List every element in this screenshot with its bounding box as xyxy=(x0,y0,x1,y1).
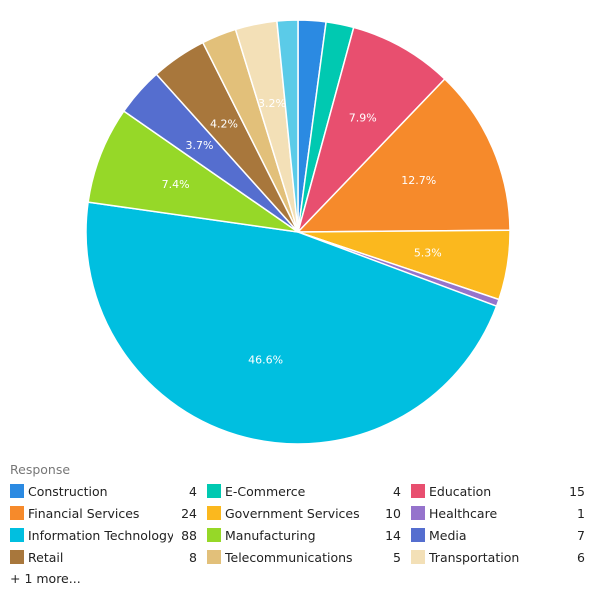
pie-slice[interactable] xyxy=(296,77,511,233)
legend-swatch xyxy=(10,506,24,520)
legend-item[interactable]: Manufacturing 14 xyxy=(207,527,407,543)
legend-label: Media xyxy=(429,527,467,543)
legend-swatch xyxy=(207,550,221,564)
legend-label: Construction xyxy=(28,483,108,499)
legend-swatch xyxy=(411,506,425,520)
legend-swatch xyxy=(207,506,221,520)
legend-item[interactable]: Construction 4 xyxy=(10,483,203,499)
pie-slice[interactable] xyxy=(85,201,498,445)
legend-label: Telecommunications xyxy=(225,549,353,565)
legend-count: 24 xyxy=(181,505,197,521)
legend-swatch xyxy=(207,484,221,498)
legend-swatch xyxy=(207,528,221,542)
legend-label: E-Commerce xyxy=(225,483,306,499)
legend-swatch xyxy=(10,484,24,498)
legend-label: Healthcare xyxy=(429,505,498,521)
legend-grid: Construction 4 E-Commerce 4 Education 15 Finan… xyxy=(10,483,590,565)
legend-count: 5 xyxy=(393,549,401,565)
legend-item[interactable]: Information Technology 88 xyxy=(10,527,203,543)
legend-item[interactable]: Financial Services 24 xyxy=(10,505,203,521)
legend-count: 14 xyxy=(385,527,401,543)
legend-count: 4 xyxy=(393,483,401,499)
slice-label: 3.7% xyxy=(185,139,213,152)
legend-item[interactable]: Education 15 xyxy=(411,483,591,499)
slice-label: 7.4% xyxy=(162,178,190,191)
legend: Response Construction 4 E-Commerce 4 Educati… xyxy=(10,462,590,586)
legend-swatch xyxy=(10,550,24,564)
legend-count: 4 xyxy=(189,483,197,499)
legend-count: 6 xyxy=(577,549,585,565)
pie-slice[interactable] xyxy=(87,110,299,233)
legend-count: 88 xyxy=(181,527,197,543)
slice-label: 7.9% xyxy=(349,112,377,125)
legend-label: Information Technology xyxy=(28,527,173,543)
legend-title: Response xyxy=(10,462,71,477)
slice-label: 12.7% xyxy=(401,174,436,187)
pie-chart: 7.9% 12.7% 5.3% 46.6% 7.4% 3.7% 4.2% 3.2% xyxy=(85,19,511,445)
legend-item[interactable]: Healthcare 1 xyxy=(411,505,591,521)
legend-item[interactable]: Media 7 xyxy=(411,527,591,543)
legend-label: Financial Services xyxy=(28,505,140,521)
slice-label: 3.2% xyxy=(258,97,286,110)
legend-item[interactable]: E-Commerce 4 xyxy=(207,483,407,499)
slice-label: 5.3% xyxy=(414,247,442,260)
legend-swatch xyxy=(10,528,24,542)
legend-label: Transportation xyxy=(429,549,520,565)
more-link[interactable]: + 1 more... xyxy=(10,571,81,586)
legend-item[interactable]: Government Services 10 xyxy=(207,505,407,521)
legend-label: Retail xyxy=(28,549,64,565)
pie-slice[interactable] xyxy=(297,26,446,233)
legend-label: Government Services xyxy=(225,505,360,521)
legend-item[interactable]: Telecommunications 5 xyxy=(207,549,407,565)
legend-item[interactable]: Transportation 6 xyxy=(411,549,591,565)
legend-swatch xyxy=(411,484,425,498)
legend-item[interactable]: Retail 8 xyxy=(10,549,203,565)
legend-count: 8 xyxy=(189,549,197,565)
legend-swatch xyxy=(411,528,425,542)
legend-count: 10 xyxy=(385,505,401,521)
slice-label: 46.6% xyxy=(248,353,283,366)
legend-label: Education xyxy=(429,483,492,499)
legend-label: Manufacturing xyxy=(225,527,316,543)
pie-slice[interactable] xyxy=(276,19,299,233)
legend-count: 1 xyxy=(577,505,585,521)
legend-swatch xyxy=(411,550,425,564)
legend-count: 15 xyxy=(569,483,585,499)
legend-count: 7 xyxy=(577,527,585,543)
slice-label: 4.2% xyxy=(210,117,238,130)
